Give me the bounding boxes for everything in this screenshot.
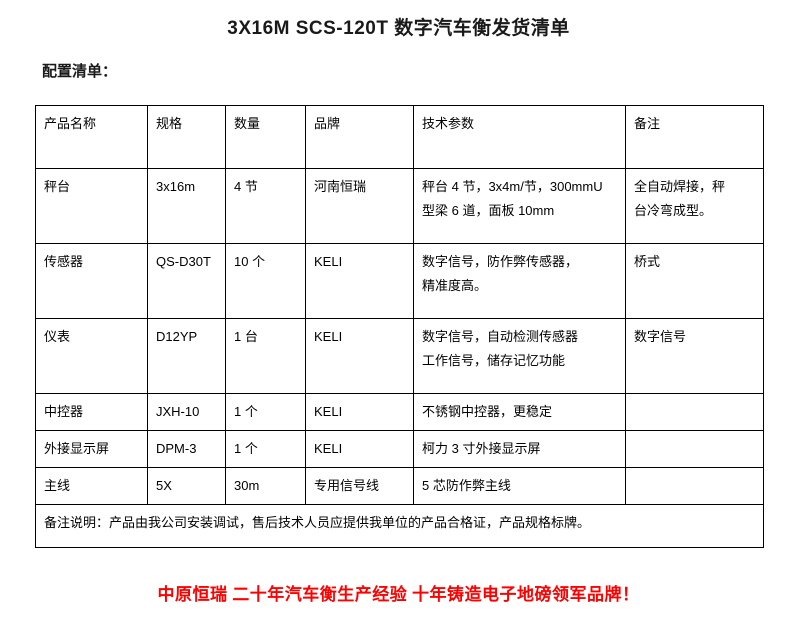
cell-brand: KELI <box>305 392 414 431</box>
cell-tech-params: 5 芯防作弊主线 <box>413 466 626 505</box>
header-remarks: 备注 <box>625 104 764 169</box>
table-notes-row: 备注说明：产品由我公司安装调试，售后技术人员应提供我单位的产品合格证，产品规格标… <box>35 503 764 548</box>
header-quantity: 数量 <box>225 104 306 169</box>
cell-spec: QS-D30T <box>147 242 226 319</box>
cell-brand: 专用信号线 <box>305 466 414 505</box>
cell-remarks: 全自动焊接，秤 台冷弯成型。 <box>625 167 764 244</box>
table-row: 秤台 3x16m 4 节 河南恒瑞 秤台 4 节，3x4m/节，300mmU 型… <box>35 167 764 244</box>
cell-quantity: 1 台 <box>225 317 306 394</box>
configuration-list-label: 配置清单： <box>42 62 118 80</box>
table-row: 中控器 JXH-10 1 个 KELI 不锈钢中控器，更稳定 <box>35 392 764 431</box>
cell-spec: 3x16m <box>147 167 226 244</box>
cell-tech-params-line: 型梁 6 道，面板 10mm <box>422 202 555 218</box>
cell-tech-params-line: 工作信号，储存记忆功能 <box>422 352 566 368</box>
cell-notes: 备注说明：产品由我公司安装调试，售后技术人员应提供我单位的产品合格证，产品规格标… <box>35 503 764 548</box>
cell-remarks-line: 数字信号 <box>634 328 687 344</box>
cell-remarks <box>625 466 764 505</box>
cell-tech-params-line: 精准度高。 <box>422 277 488 293</box>
cell-tech-params-line: 数字信号，防作弊传感器， <box>422 253 579 269</box>
cell-quantity: 1 个 <box>225 429 306 468</box>
cell-tech-params: 数字信号，自动检测传感器 工作信号，储存记忆功能 <box>413 317 626 394</box>
table-header-row: 产品名称 规格 数量 品牌 技术参数 备注 <box>35 104 764 169</box>
cell-product-name: 中控器 <box>35 392 148 431</box>
table-row: 外接显示屏 DPM-3 1 个 KELI 柯力 3 寸外接显示屏 <box>35 429 764 468</box>
cell-product-name: 主线 <box>35 466 148 505</box>
table-row: 传感器 QS-D30T 10 个 KELI 数字信号，防作弊传感器， 精准度高。… <box>35 242 764 319</box>
cell-brand: 河南恒瑞 <box>305 167 414 244</box>
cell-quantity: 1 个 <box>225 392 306 431</box>
cell-brand: KELI <box>305 317 414 394</box>
cell-spec: D12YP <box>147 317 226 394</box>
header-tech-params: 技术参数 <box>413 104 626 169</box>
header-product-name: 产品名称 <box>35 104 148 169</box>
cell-remarks-line: 桥式 <box>634 253 661 269</box>
cell-tech-params-line: 秤台 4 节，3x4m/节，300mmU <box>422 178 603 194</box>
cell-product-name: 秤台 <box>35 167 148 244</box>
cell-remarks <box>625 429 764 468</box>
cell-remarks <box>625 392 764 431</box>
cell-quantity: 30m <box>225 466 306 505</box>
cell-quantity: 10 个 <box>225 242 306 319</box>
cell-spec: 5X <box>147 466 226 505</box>
table-row: 仪表 D12YP 1 台 KELI 数字信号，自动检测传感器 工作信号，储存记忆… <box>35 317 764 394</box>
table-row: 主线 5X 30m 专用信号线 5 芯防作弊主线 <box>35 466 764 505</box>
header-brand: 品牌 <box>305 104 414 169</box>
specification-table: 产品名称 规格 数量 品牌 技术参数 备注 秤台 3x16m 4 节 河南恒瑞 … <box>35 104 764 548</box>
cell-remarks-line: 全自动焊接，秤 <box>634 178 726 194</box>
cell-spec: DPM-3 <box>147 429 226 468</box>
cell-brand: KELI <box>305 429 414 468</box>
header-spec: 规格 <box>147 104 226 169</box>
page-title: 3X16M SCS-120T 数字汽车衡发货清单 <box>227 18 570 39</box>
cell-product-name: 仪表 <box>35 317 148 394</box>
footer-slogan: 中原恒瑞 二十年汽车衡生产经验 十年铸造电子地磅领军品牌！ <box>157 585 640 604</box>
cell-brand: KELI <box>305 242 414 319</box>
cell-remarks: 数字信号 <box>625 317 764 394</box>
cell-remarks-line: 台冷弯成型。 <box>634 202 713 218</box>
cell-product-name: 外接显示屏 <box>35 429 148 468</box>
cell-product-name: 传感器 <box>35 242 148 319</box>
cell-remarks: 桥式 <box>625 242 764 319</box>
cell-tech-params: 不锈钢中控器，更稳定 <box>413 392 626 431</box>
cell-tech-params-line: 数字信号，自动检测传感器 <box>422 328 579 344</box>
cell-tech-params: 柯力 3 寸外接显示屏 <box>413 429 626 468</box>
cell-spec: JXH-10 <box>147 392 226 431</box>
cell-tech-params: 数字信号，防作弊传感器， 精准度高。 <box>413 242 626 319</box>
cell-quantity: 4 节 <box>225 167 306 244</box>
spec-table-container: 产品名称 规格 数量 品牌 技术参数 备注 秤台 3x16m 4 节 河南恒瑞 … <box>35 104 764 548</box>
cell-tech-params: 秤台 4 节，3x4m/节，300mmU 型梁 6 道，面板 10mm <box>413 167 626 244</box>
